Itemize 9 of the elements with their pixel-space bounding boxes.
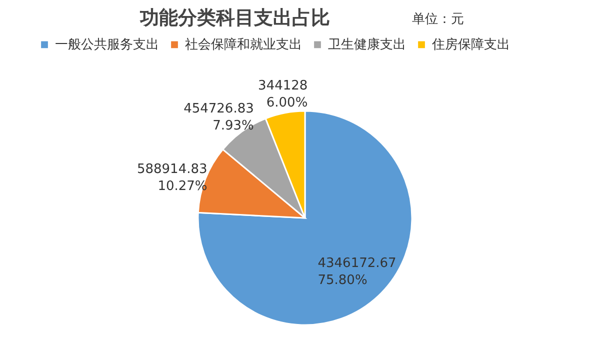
legend-label: 卫生健康支出 [328, 38, 406, 53]
data-label: 344128 6.00% [258, 78, 308, 110]
chart-title: 功能分类科目支出占比 [140, 6, 330, 31]
data-label: 4346172.67 75.80% [318, 256, 396, 288]
legend-label: 一般公共服务支出 [55, 38, 159, 53]
legend-label: 住房保障支出 [431, 36, 510, 53]
chart-subtitle: 单位：元 [412, 11, 464, 28]
legend-label: 社会保障和就业支出 [185, 38, 302, 53]
data-label: 454726.83 7.93% [184, 102, 254, 134]
